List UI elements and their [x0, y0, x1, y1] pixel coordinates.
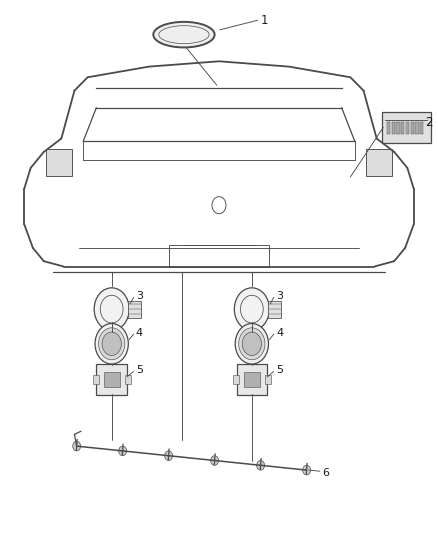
- Circle shape: [102, 332, 121, 356]
- Text: 1: 1: [261, 14, 268, 27]
- Bar: [128, 301, 141, 318]
- Bar: [406, 122, 409, 134]
- Text: 3: 3: [136, 291, 143, 301]
- Bar: [387, 122, 390, 134]
- Bar: [244, 372, 260, 387]
- Bar: [268, 301, 281, 318]
- Circle shape: [73, 441, 81, 451]
- Bar: [169, 245, 269, 266]
- Circle shape: [94, 288, 129, 330]
- Bar: [415, 122, 419, 134]
- Bar: [93, 375, 99, 384]
- Bar: [46, 149, 72, 176]
- Text: 4: 4: [136, 328, 143, 338]
- Circle shape: [242, 332, 261, 356]
- Text: 4: 4: [276, 328, 283, 338]
- Circle shape: [165, 451, 173, 461]
- Circle shape: [99, 328, 125, 360]
- Circle shape: [95, 324, 128, 364]
- Bar: [125, 375, 131, 384]
- Bar: [392, 122, 395, 134]
- FancyBboxPatch shape: [382, 112, 431, 143]
- Text: 5: 5: [276, 365, 283, 375]
- FancyBboxPatch shape: [237, 364, 267, 395]
- Circle shape: [234, 288, 269, 330]
- Circle shape: [211, 456, 219, 465]
- Bar: [396, 122, 399, 134]
- Text: 5: 5: [136, 365, 143, 375]
- Circle shape: [239, 328, 265, 360]
- Bar: [366, 149, 392, 176]
- Text: 2: 2: [425, 116, 433, 129]
- Circle shape: [119, 446, 127, 456]
- Text: 6: 6: [322, 468, 329, 478]
- Ellipse shape: [153, 22, 215, 47]
- Bar: [265, 375, 271, 384]
- Bar: [401, 122, 404, 134]
- Text: 3: 3: [276, 291, 283, 301]
- FancyBboxPatch shape: [96, 364, 127, 395]
- Circle shape: [235, 324, 268, 364]
- Bar: [233, 375, 239, 384]
- Bar: [420, 122, 424, 134]
- Circle shape: [303, 465, 311, 475]
- Circle shape: [257, 461, 265, 470]
- Bar: [410, 122, 414, 134]
- Bar: [104, 372, 120, 387]
